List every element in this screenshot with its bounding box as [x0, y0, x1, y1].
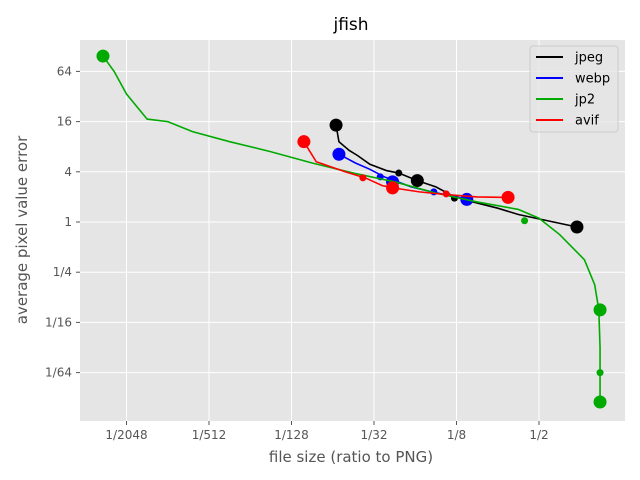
x-axis-ticks: 1/2048 1/512 1/128 1/32 1/8 1/2 — [105, 421, 549, 442]
data-point-large — [332, 147, 346, 161]
data-point-small — [596, 369, 604, 377]
x-tick-label: 1/2048 — [105, 428, 147, 442]
legend-box — [529, 45, 619, 133]
x-tick-label: 1/128 — [274, 428, 309, 442]
y-axis-ticks: 64 16 4 1 1/4 1/16 1/64 — [45, 64, 80, 380]
data-point-large — [593, 395, 607, 409]
data-point-small — [442, 190, 450, 198]
y-tick-label: 1 — [64, 215, 72, 229]
data-point-large — [297, 135, 311, 149]
y-tick-label: 4 — [64, 165, 72, 179]
x-tick-label: 1/32 — [361, 428, 388, 442]
y-tick-label: 1/4 — [53, 265, 72, 279]
data-point-large — [593, 303, 607, 317]
series-line — [335, 124, 578, 228]
y-axis-label: average pixel value error — [13, 135, 31, 324]
legend-label-jp2: jp2 — [574, 93, 595, 108]
x-tick-label: 1/512 — [192, 428, 227, 442]
legend: jpeg webp jp2 avif — [529, 45, 619, 133]
data-point-small — [521, 217, 529, 225]
legend-label-avif: avif — [575, 114, 599, 129]
series-avif — [297, 135, 515, 204]
data-point-large — [501, 190, 515, 204]
data-point-large — [329, 118, 343, 132]
legend-label-webp: webp — [575, 72, 610, 87]
grid-lines — [80, 40, 625, 421]
data-point-small — [359, 174, 367, 182]
chart-title: jfish — [332, 15, 368, 35]
y-tick-label: 64 — [57, 64, 72, 78]
x-axis-label: file size (ratio to PNG) — [269, 448, 433, 466]
y-tick-label: 16 — [57, 115, 72, 129]
y-tick-label: 1/64 — [45, 366, 72, 380]
data-point-small — [395, 169, 403, 177]
data-point-large — [570, 220, 584, 234]
x-tick-label: 1/2 — [529, 428, 548, 442]
x-tick-label: 1/8 — [447, 428, 466, 442]
data-point-large — [96, 49, 110, 63]
data-point-large — [410, 174, 424, 188]
series-layer — [96, 49, 607, 409]
data-point-large — [386, 181, 400, 195]
y-tick-label: 1/16 — [45, 315, 72, 329]
legend-label-jpeg: jpeg — [574, 51, 603, 66]
series-jpeg — [329, 118, 584, 234]
